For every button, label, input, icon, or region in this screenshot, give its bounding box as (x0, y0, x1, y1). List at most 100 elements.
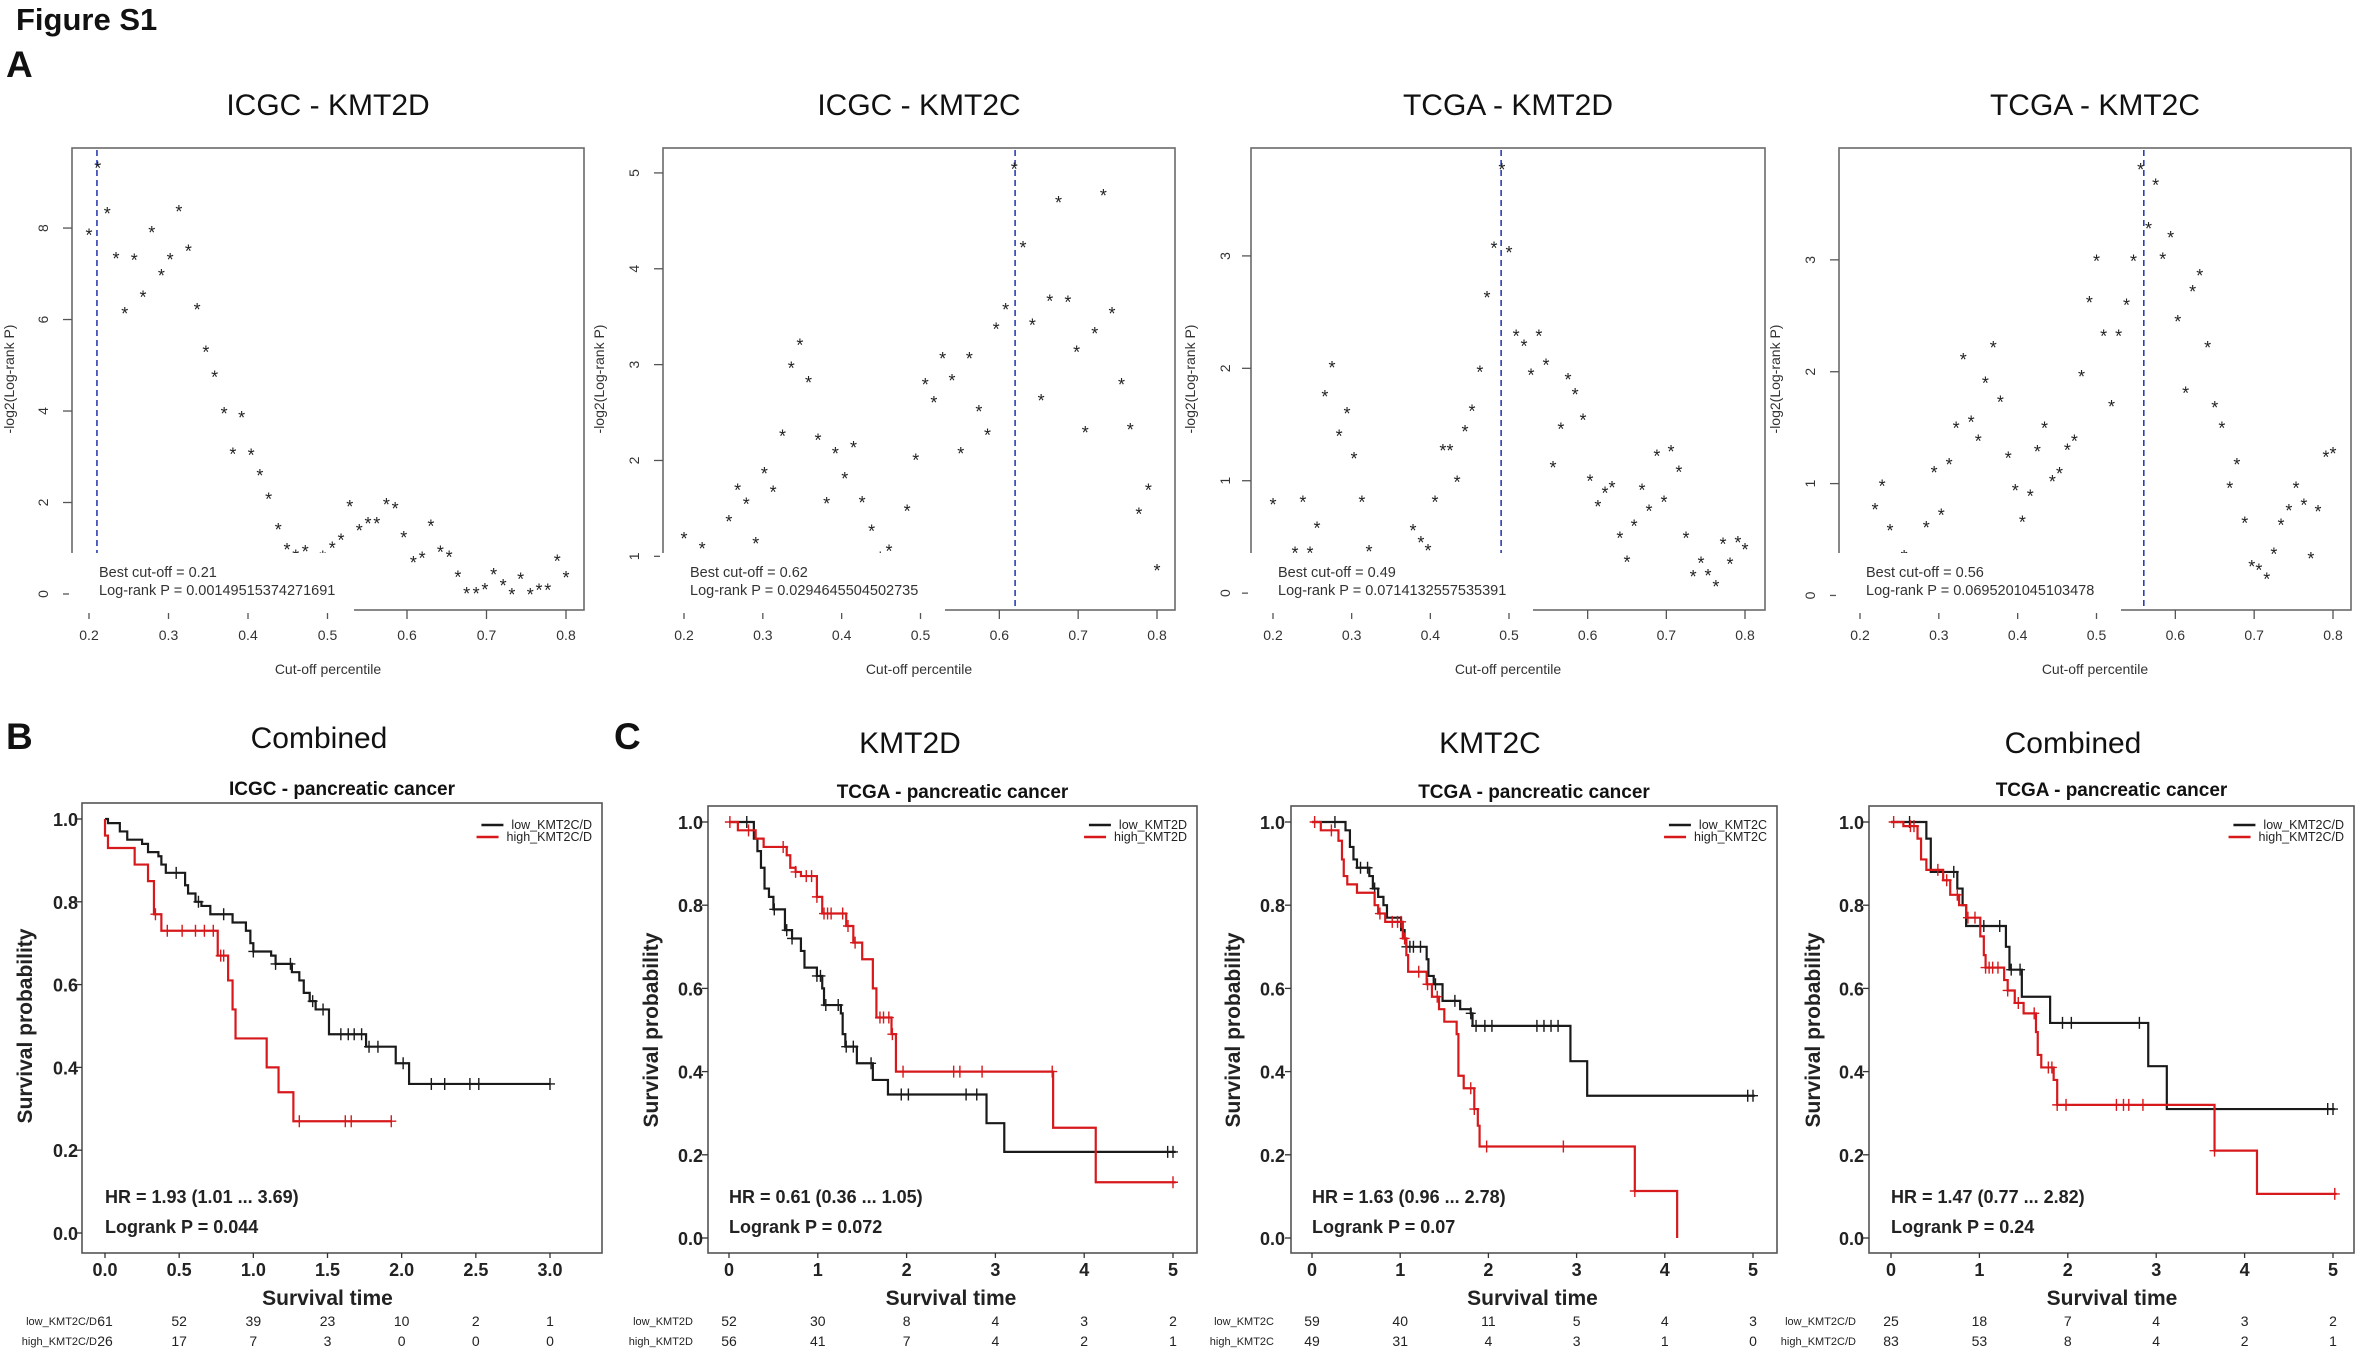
censor-mark (2015, 963, 2026, 976)
data-point: * (211, 368, 218, 388)
km-plot-2: TCGA - pancreatic cancer 0.0 0.2 0.4 0.6 0.8 1… (629, 782, 1198, 1349)
data-point: * (473, 584, 480, 604)
risk-table-value: 8 (903, 1313, 911, 1329)
risk-table-value: 1 (1169, 1333, 1177, 1349)
risk-table-value: 49 (1304, 1333, 1320, 1349)
data-point: * (131, 250, 138, 270)
data-point: * (2027, 487, 2034, 507)
data-point: * (779, 427, 786, 447)
risk-table-value: 10 (394, 1313, 410, 1329)
data-point: * (1975, 432, 1982, 452)
km-statistic: HR = 1.63 (0.96 ... 2.78) (1312, 1187, 1506, 1207)
data-point: * (1886, 521, 1893, 541)
x-tick-label: 1 (1395, 1260, 1405, 1280)
censor-mark (426, 1077, 437, 1090)
data-point: * (265, 490, 272, 510)
data-point: * (1019, 238, 1026, 258)
y-tick-label: 4 (626, 265, 642, 273)
data-point: * (788, 359, 795, 379)
censor-mark (1629, 1184, 1640, 1197)
km-statistic: Logrank P = 0.072 (729, 1217, 882, 1237)
data-point: * (121, 304, 128, 324)
risk-table-value: 4 (1661, 1313, 1669, 1329)
censor-mark (1449, 994, 1460, 1007)
y-axis-label: -log2(Log-rank P) (1182, 325, 1198, 434)
y-tick-label: 2 (626, 456, 642, 464)
data-point: * (1082, 423, 1089, 443)
data-point: * (1135, 504, 1142, 524)
censor-mark (356, 1028, 367, 1041)
cutoff-scan-plot-3: TCGA - KMT2D 0.2 0.3 0.4 0.5 0.6 0.7 0.8 Cut-off… (1182, 89, 1766, 677)
data-point: * (527, 585, 534, 605)
risk-table-value: 2 (1080, 1333, 1088, 1349)
data-point: * (1594, 497, 1601, 517)
survival-curve-low (1891, 820, 2335, 1111)
censor-mark (833, 999, 844, 1012)
censor-mark (294, 1115, 305, 1128)
censor-mark (2134, 1016, 2145, 1029)
data-point: * (725, 512, 732, 532)
censor-mark (866, 1057, 877, 1070)
data-point: * (2159, 249, 2166, 269)
x-tick-label: 2.5 (463, 1260, 488, 1280)
x-axis-label: Survival time (1467, 1287, 1598, 1310)
risk-table-value: 2 (2329, 1313, 2337, 1329)
data-point: * (1528, 366, 1535, 386)
data-point: * (1727, 555, 1734, 575)
risk-table-value: 0 (546, 1333, 554, 1349)
censor-mark (883, 1011, 894, 1024)
data-point: * (2248, 557, 2255, 577)
data-point: * (2041, 418, 2048, 438)
y-axis-label: Survival probability (14, 928, 37, 1123)
km-statistic: Logrank P = 0.044 (105, 1217, 258, 1237)
risk-table-value: 61 (97, 1313, 113, 1329)
y-tick-label: 0.6 (1839, 979, 1864, 999)
data-point: * (202, 342, 209, 362)
censor-mark (248, 945, 259, 958)
data-point: * (761, 464, 768, 484)
y-tick-label: 6 (35, 315, 51, 323)
data-point: * (427, 517, 434, 537)
data-point: * (957, 444, 964, 464)
risk-table-value: 40 (1392, 1313, 1408, 1329)
data-point: * (140, 287, 147, 307)
data-point: * (1690, 567, 1697, 587)
censor-mark (842, 920, 853, 932)
y-axis-label: Survival probability (1802, 932, 1825, 1127)
data-point: * (392, 499, 399, 519)
data-point: * (2307, 549, 2314, 569)
risk-table-value: 31 (1392, 1333, 1408, 1349)
x-tick-label: 0 (1307, 1260, 1317, 1280)
data-point: * (2300, 495, 2307, 515)
data-point: * (365, 514, 372, 534)
legend-label: low_KMT2D (1119, 818, 1187, 832)
data-point: * (1328, 358, 1335, 378)
data-point: * (229, 444, 236, 464)
data-point: * (2005, 449, 2012, 469)
censor-mark (208, 924, 219, 937)
data-point: * (517, 570, 524, 590)
legend-label: high_KMT2C/D (2259, 830, 2344, 844)
censor-mark (954, 1065, 965, 1078)
censor-mark (150, 908, 161, 921)
data-point: * (2115, 327, 2122, 347)
censor-mark (346, 1115, 357, 1128)
data-point: * (194, 300, 201, 320)
censor-mark (372, 1040, 383, 1053)
x-tick-label: 0.3 (1342, 627, 1362, 643)
x-tick-label: 0.2 (674, 627, 694, 643)
annotation-text: Log-rank P = 0.00149515374271691 (99, 583, 335, 599)
figure-label: Figure S1 (16, 2, 158, 37)
risk-table-label: high_KMT2D (629, 1336, 693, 1348)
data-point: * (922, 375, 929, 395)
data-point: * (1314, 519, 1321, 539)
data-point: * (2329, 444, 2336, 464)
risk-table-value: 3 (1573, 1333, 1581, 1349)
annotation-background (660, 553, 945, 613)
panel-letter-a: A (6, 44, 33, 85)
data-point: * (1469, 402, 1476, 422)
data-point: * (1982, 374, 1989, 394)
data-point: * (1871, 500, 1878, 520)
data-point: * (949, 371, 956, 391)
